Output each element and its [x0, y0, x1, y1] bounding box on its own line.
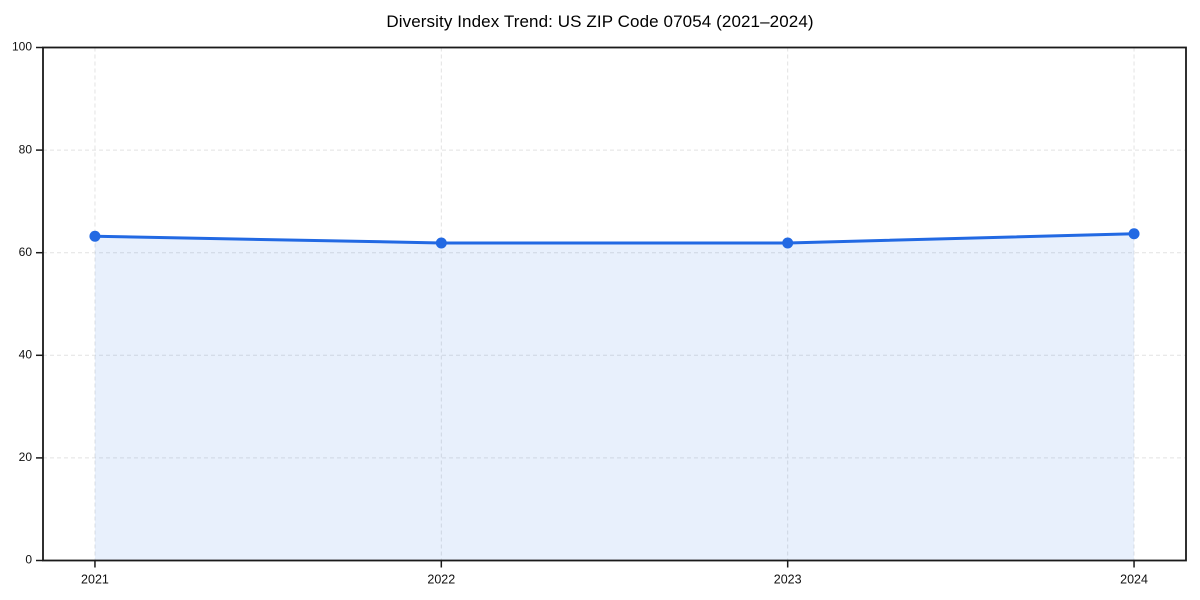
x-tick-label: 2023 [774, 573, 802, 587]
y-tick-label: 20 [19, 450, 33, 464]
data-point-marker [89, 230, 101, 242]
area-fill [94, 233, 1135, 561]
y-tick-label: 0 [25, 553, 32, 567]
x-tick-label: 2024 [1120, 573, 1148, 587]
trend-line [93, 232, 1136, 245]
y-tick-label: 100 [12, 40, 32, 54]
plot-border [42, 46, 1187, 562]
data-point-marker [435, 237, 447, 249]
data-point-marker [1128, 228, 1140, 240]
data-points [89, 228, 1140, 249]
y-tick-label: 60 [19, 245, 33, 259]
x-tick-label: 2022 [427, 573, 455, 587]
chart-title: Diversity Index Trend: US ZIP Code 07054… [386, 12, 814, 31]
y-tick-label: 40 [19, 347, 33, 361]
axis-ticks: 0 20 40 60 80 100 2021 2022 2023 2024 [12, 40, 1148, 587]
data-point-marker [782, 237, 794, 249]
x-tick-label: 2021 [81, 573, 109, 587]
y-tick-label: 80 [19, 142, 33, 156]
